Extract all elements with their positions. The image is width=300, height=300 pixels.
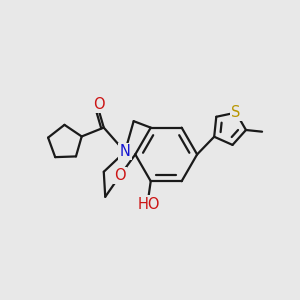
Text: N: N (119, 144, 130, 159)
Text: O: O (114, 168, 126, 183)
Text: O: O (93, 97, 105, 112)
Text: S: S (231, 105, 241, 120)
Text: HO: HO (137, 197, 160, 212)
